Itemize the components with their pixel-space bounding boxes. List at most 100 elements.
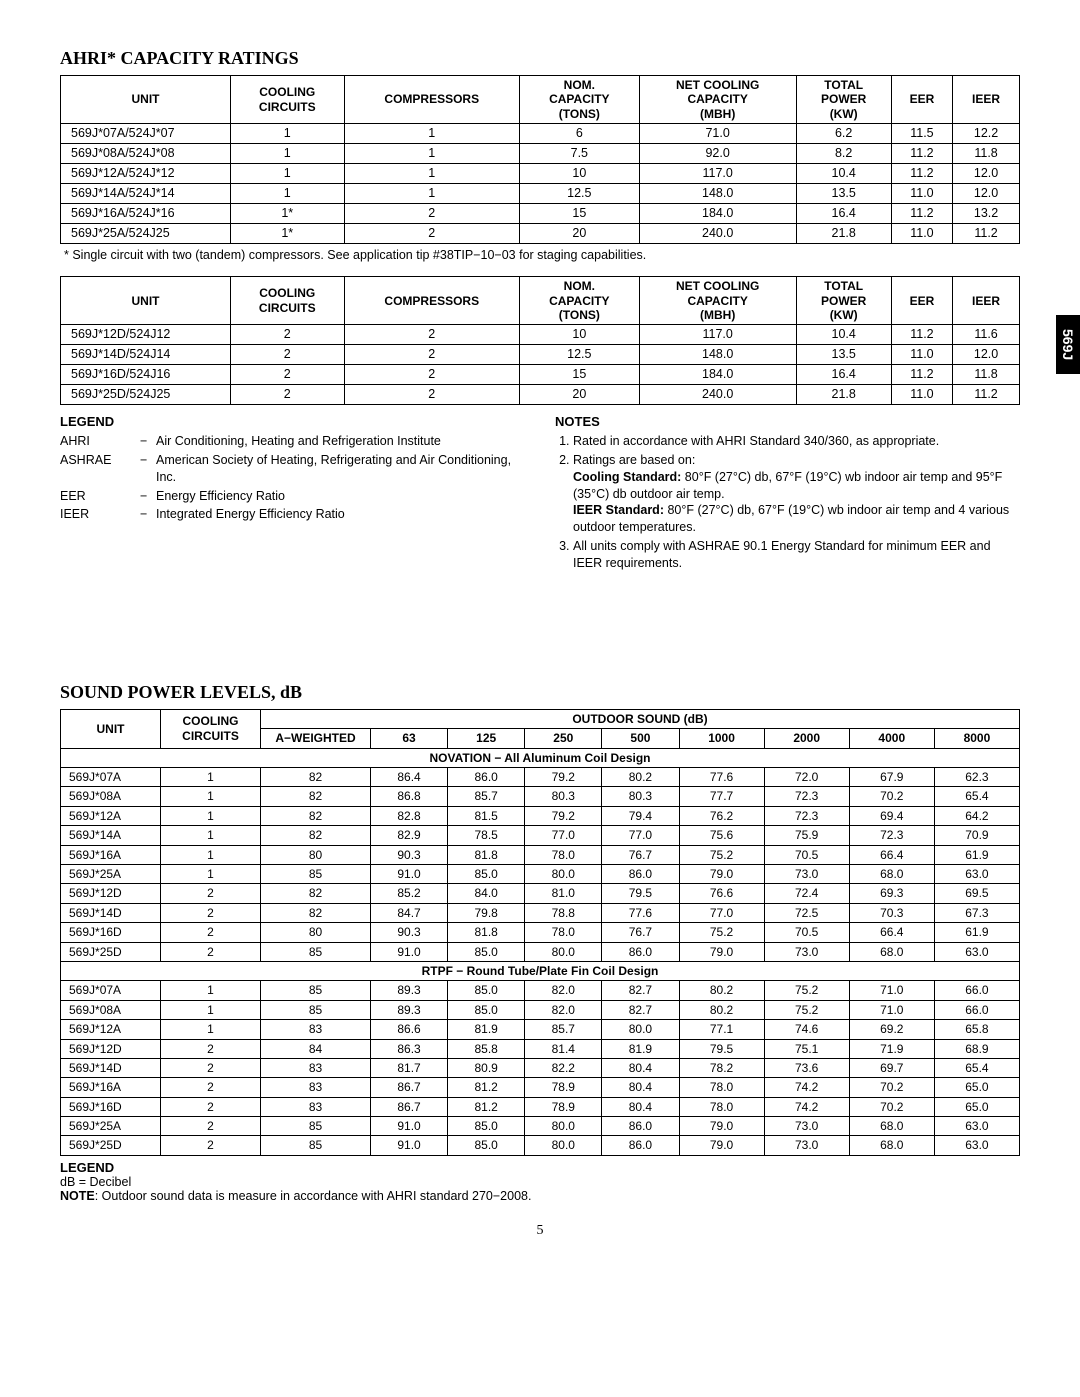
table-row: 569J*25A18591.085.080.086.079.073.068.06… xyxy=(61,865,1020,884)
note-item: Ratings are based on:Cooling Standard: 8… xyxy=(573,452,1020,536)
cell: 2 xyxy=(161,1117,261,1136)
table-row: 569J*14A18282.978.577.077.075.675.972.37… xyxy=(61,826,1020,845)
cell: 68.0 xyxy=(849,1117,934,1136)
cell: 75.6 xyxy=(679,826,764,845)
cell: 11.2 xyxy=(891,144,952,164)
table-row: 569J*14D28381.780.982.280.478.273.669.76… xyxy=(61,1058,1020,1077)
cell: 74.2 xyxy=(764,1097,849,1116)
cell: 89.3 xyxy=(371,981,448,1000)
cell: 70.2 xyxy=(849,1097,934,1116)
cell: 78.9 xyxy=(525,1078,602,1097)
cell: 90.3 xyxy=(371,845,448,864)
col-header: CoolingCircuits xyxy=(231,76,345,124)
cell: 75.2 xyxy=(679,923,764,942)
cell: 148.0 xyxy=(639,345,796,365)
cell: 569J*25D xyxy=(61,1136,161,1155)
cell: 83 xyxy=(261,1020,371,1039)
cell: 11.2 xyxy=(953,385,1020,405)
cell: 74.6 xyxy=(764,1020,849,1039)
cell: 84.0 xyxy=(448,884,525,903)
sound-sub-header: 8000 xyxy=(934,729,1019,748)
cell: 85.0 xyxy=(448,1136,525,1155)
cell: 2 xyxy=(161,923,261,942)
ahri-title: AHRI* CAPACITY RATINGS xyxy=(60,48,1020,69)
cell: 79.0 xyxy=(679,1117,764,1136)
legend-item: AHRI−Air Conditioning, Heating and Refri… xyxy=(60,433,525,450)
cell: 569J*12A xyxy=(61,806,161,825)
cell: 21.8 xyxy=(796,224,891,244)
cell: 20 xyxy=(519,224,639,244)
legend2-line1: dB = Decibel xyxy=(60,1175,1020,1189)
cell: 65.4 xyxy=(934,1058,1019,1077)
cell: 83 xyxy=(261,1078,371,1097)
cell: 82.0 xyxy=(525,981,602,1000)
ahri-table-a: UnitCoolingCircuitsCompressorsNom.Capaci… xyxy=(60,75,1020,244)
cell: 82 xyxy=(261,884,371,903)
cell: 10 xyxy=(519,325,639,345)
cell: 85 xyxy=(261,1000,371,1019)
cell: 70.3 xyxy=(849,903,934,922)
cell: 83 xyxy=(261,1097,371,1116)
cell: 73.0 xyxy=(764,942,849,961)
cell: 2 xyxy=(344,325,519,345)
cell: 91.0 xyxy=(371,1136,448,1155)
note-item: All units comply with ASHRAE 90.1 Energy… xyxy=(573,538,1020,572)
cell: 69.5 xyxy=(934,884,1019,903)
sound-sub-header: 4000 xyxy=(849,729,934,748)
cell: 1 xyxy=(344,164,519,184)
cell: 81.8 xyxy=(448,845,525,864)
table-row: 569J*16D28090.381.878.076.775.270.566.46… xyxy=(61,923,1020,942)
cell: 85.7 xyxy=(525,1020,602,1039)
cell: 82 xyxy=(261,903,371,922)
cell: 77.6 xyxy=(602,903,679,922)
cell: 86.0 xyxy=(602,942,679,961)
cell: 82 xyxy=(261,806,371,825)
cell: 86.8 xyxy=(371,787,448,806)
cell: 569J*12D xyxy=(61,884,161,903)
cell: 81.0 xyxy=(525,884,602,903)
cell: 80.4 xyxy=(602,1097,679,1116)
legend-block: LEGEND AHRI−Air Conditioning, Heating an… xyxy=(60,413,525,574)
cell: 77.0 xyxy=(525,826,602,845)
cell: 73.0 xyxy=(764,1117,849,1136)
cell: 117.0 xyxy=(639,164,796,184)
cell: 1 xyxy=(231,144,345,164)
cell: 569J*08A/524J*08 xyxy=(61,144,231,164)
cell: 80.9 xyxy=(448,1058,525,1077)
cell: 6.2 xyxy=(796,124,891,144)
cell: 85 xyxy=(261,942,371,961)
cell: 76.6 xyxy=(679,884,764,903)
sound-section-row: RTPF − Round Tube/Plate Fin Coil Design xyxy=(61,961,1020,980)
cell: 69.4 xyxy=(849,806,934,825)
cell: 77.6 xyxy=(679,768,764,787)
cell: 1 xyxy=(161,1020,261,1039)
cell: 78.0 xyxy=(525,845,602,864)
cell: 80.0 xyxy=(525,1117,602,1136)
legend2-block: LEGEND dB = Decibel NOTE: Outdoor sound … xyxy=(60,1160,1020,1203)
cell: 83 xyxy=(261,1058,371,1077)
table-row: 569J*14D/524J142212.5148.013.511.012.0 xyxy=(61,345,1020,365)
cell: 68.9 xyxy=(934,1039,1019,1058)
cell: 86.0 xyxy=(448,768,525,787)
cell: 65.0 xyxy=(934,1078,1019,1097)
cell: 2 xyxy=(231,385,345,405)
cell: 79.0 xyxy=(679,942,764,961)
cell: 569J*25A xyxy=(61,865,161,884)
side-tab: 569J xyxy=(1056,315,1080,374)
cell: 61.9 xyxy=(934,923,1019,942)
cell: 63.0 xyxy=(934,1117,1019,1136)
cell: 81.9 xyxy=(448,1020,525,1039)
cell: 1 xyxy=(161,826,261,845)
cell: 11.0 xyxy=(891,385,952,405)
cell: 71.0 xyxy=(849,1000,934,1019)
cell: 80.0 xyxy=(525,942,602,961)
cell: 77.1 xyxy=(679,1020,764,1039)
cell: 79.2 xyxy=(525,806,602,825)
cell: 86.6 xyxy=(371,1020,448,1039)
cell: 2 xyxy=(231,325,345,345)
cell: 569J*25A/524J25 xyxy=(61,224,231,244)
cell: 15 xyxy=(519,204,639,224)
notes-title: NOTES xyxy=(555,413,1020,431)
sound-sub-header: A−WEIGHTED xyxy=(261,729,371,748)
cell: 81.2 xyxy=(448,1078,525,1097)
